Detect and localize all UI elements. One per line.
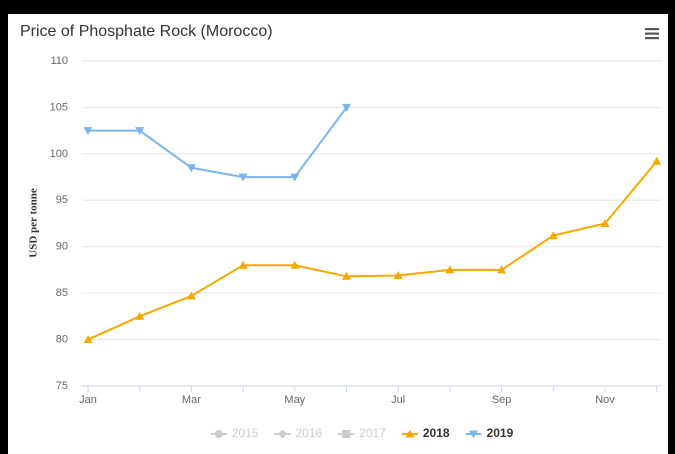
legend-item[interactable]: 2019 [465, 426, 514, 440]
marker [290, 260, 300, 269]
menu-bar [645, 37, 659, 40]
y-tick-label: 75 [56, 380, 68, 392]
marker [548, 231, 558, 240]
x-tick-label: Jan [79, 394, 97, 406]
x-tick-label: May [284, 394, 305, 406]
y-tick-label: 105 [50, 101, 68, 113]
marker [393, 271, 403, 279]
marker [342, 430, 351, 438]
marker [290, 173, 300, 182]
legend: 2015 2016 2017 2018 2019 [210, 426, 514, 440]
y-tick-label: 95 [56, 194, 68, 206]
marker [405, 429, 415, 438]
marker [83, 127, 93, 136]
marker [135, 127, 145, 136]
marker [445, 265, 455, 274]
chart: Price of Phosphate Rock (Morocco) USD pe… [20, 23, 662, 440]
y-tick-label: 80 [56, 333, 68, 345]
y-tick-label: 100 [50, 148, 68, 160]
marker [652, 156, 662, 165]
marker [186, 291, 196, 300]
marker [469, 430, 479, 439]
chart-container: Price of Phosphate Rock (Morocco) USD pe… [8, 14, 668, 454]
y-tick-label: 90 [56, 241, 68, 253]
y-tick-label: 110 [50, 55, 68, 67]
menu-bar [645, 28, 659, 31]
legend-label: 2015 [232, 426, 259, 440]
legend-item[interactable]: 2015 [210, 426, 259, 440]
y-tick-label: 85 [56, 287, 68, 299]
menu-button[interactable] [645, 28, 659, 40]
menu-bar [645, 32, 659, 35]
y-axis-label: USD per tonne [28, 188, 40, 258]
marker [186, 164, 196, 173]
marker [238, 173, 248, 182]
x-tick-label: Mar [182, 394, 201, 406]
x-tick-label: Sep [492, 394, 512, 406]
legend-item[interactable]: 2017 [338, 426, 386, 440]
marker [83, 335, 93, 344]
marker [135, 311, 145, 320]
x-tick-label: Jul [391, 394, 405, 406]
marker [238, 260, 248, 269]
legend-item[interactable]: 2016 [274, 426, 322, 440]
legend-item[interactable]: 2018 [401, 426, 450, 440]
legend-label: 2016 [295, 426, 322, 440]
chart-title: Price of Phosphate Rock (Morocco) [20, 23, 273, 40]
legend-label: 2017 [359, 426, 386, 440]
legend-label: 2018 [423, 426, 450, 440]
marker [277, 429, 287, 439]
marker [342, 103, 351, 112]
marker [497, 265, 507, 274]
series-line [87, 160, 658, 341]
marker [342, 271, 351, 280]
marker [600, 219, 610, 227]
legend-label: 2019 [487, 426, 514, 440]
marker [214, 430, 223, 438]
series-line [88, 106, 348, 179]
x-tick-label: Nov [595, 394, 615, 406]
